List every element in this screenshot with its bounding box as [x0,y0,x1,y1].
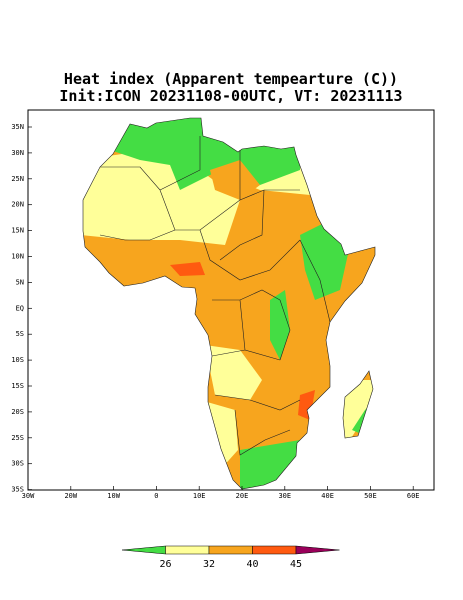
lat-label: EQ [16,304,24,312]
lat-label: 35S [11,486,24,494]
lon-label: 50E [364,492,377,500]
map-ticks: 35N 30N 25N 20N 15N 10N 5N EQ 5S 10S 15S 20S 25S 30S 3… [11,123,419,500]
lat-label: 5S [16,330,24,338]
lat-label: 25S [11,434,24,442]
lat-label: 10S [11,356,24,364]
lat-label: 30N [11,149,24,157]
lon-label: 10W [107,492,120,500]
lon-label: 0 [154,492,158,500]
lon-label: 20E [236,492,249,500]
borders [82,117,376,490]
colorbar-label: 45 [290,559,302,570]
lat-label: 35N [11,123,24,131]
colorbar-label: 32 [203,559,215,570]
colorbar-segment [252,545,297,555]
lat-label: 30S [11,460,24,468]
lat-label: 5N [16,278,24,286]
lat-label: 25N [11,175,24,183]
colorbar-label: 40 [246,559,258,570]
lon-label: 30E [278,492,291,500]
lon-label: 10E [193,492,206,500]
colorbar-segment [295,545,340,555]
lat-label: 10N [11,253,24,261]
colorbar: 26 32 40 45 [121,545,340,570]
colorbar-label: 26 [159,559,171,570]
subtitle: Init:ICON 20231108-00UTC, VT: 20231113 [59,87,402,105]
colorbar-segment [165,545,210,555]
lat-label: 15S [11,382,24,390]
lon-label: 40E [321,492,334,500]
colorbar-segment [121,545,166,555]
lon-label: 60E [407,492,420,500]
colorbar-segment [208,545,253,555]
lon-label: 20W [64,492,77,500]
lat-label: 20N [11,201,24,209]
title: Heat index (Apparent tempearture (C)) [64,70,398,88]
lat-label: 20S [11,408,24,416]
lon-label: 30W [22,492,35,500]
lat-label: 15N [11,227,24,235]
